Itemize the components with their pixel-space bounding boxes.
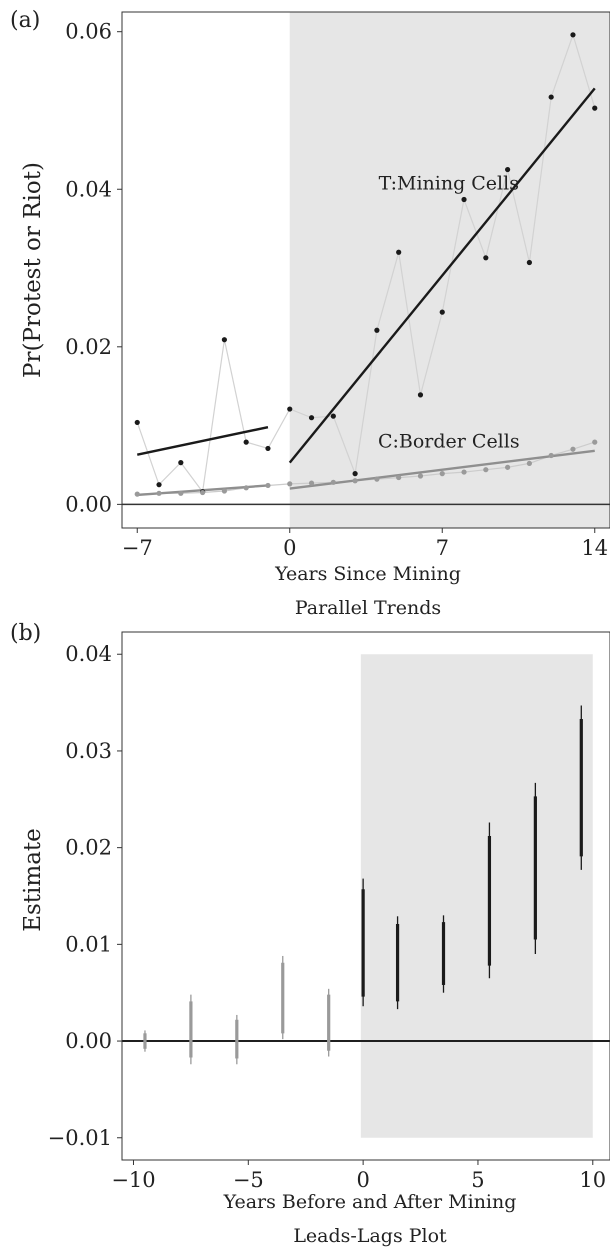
data-point-border (243, 485, 249, 491)
y-tick-label: 0.00 (65, 492, 112, 516)
x-tick-label: 14 (581, 536, 608, 560)
data-point-mining (483, 255, 489, 261)
y-tick-label: 0.01 (65, 932, 112, 956)
data-point-border (330, 479, 336, 485)
x-tick-label: −7 (122, 536, 153, 560)
data-point-border (417, 473, 424, 479)
panel-b-subcaption: Leads-Lags Plot (293, 1225, 447, 1247)
panel-b-post-mining-shading (360, 654, 593, 1138)
data-point-mining (570, 32, 576, 38)
panel-b-x-axis: −10 −5 0 5 10 (111, 1160, 606, 1192)
data-point-mining (221, 337, 227, 343)
panel-a-data-points (134, 32, 598, 497)
y-tick-label: −0.01 (48, 1126, 112, 1150)
x-tick-label: 10 (579, 1168, 606, 1192)
trend-line-border-post (289, 449, 595, 490)
data-point-border (374, 476, 380, 482)
annotation-mining-cells: T:Mining Cells (379, 172, 519, 194)
panel-a-y-axis-title: Pr(Protest or Riot) (20, 162, 46, 378)
x-tick-label: 0 (283, 536, 296, 560)
panel-b-leads-lags: (b) −0.010.000.010.020.030.04 −10 −5 0 5 10 … (10, 621, 610, 1247)
y-tick-label: 0.04 (65, 642, 112, 666)
panel-a-plot-frame (121, 11, 610, 529)
data-point-mining (526, 259, 532, 266)
data-point-border (505, 464, 511, 470)
panel-a-y-axis: 0.00 0.02 0.04 0.06 (65, 20, 122, 516)
panel-a-label: (a) (10, 8, 40, 33)
y-tick-label: 0.02 (65, 335, 112, 359)
data-point-mining (178, 460, 184, 466)
data-point-border (156, 490, 162, 496)
series-connector-mining (136, 32, 596, 494)
y-tick-label: 0.04 (65, 177, 112, 201)
data-point-mining (417, 392, 424, 398)
data-point-mining (330, 413, 336, 419)
data-point-mining (505, 166, 511, 173)
y-tick-label: 0.00 (65, 1029, 112, 1053)
trend-line-mining-post (288, 87, 596, 464)
y-tick-label: 0.02 (65, 836, 112, 860)
data-point-mining (308, 415, 315, 421)
data-point-border (570, 446, 576, 452)
data-point-mining (592, 105, 598, 111)
panel-a-x-axis-title: Years Since Mining (274, 563, 461, 585)
data-point-border (461, 469, 467, 475)
data-point-mining (287, 406, 293, 412)
x-tick-label: −10 (111, 1168, 155, 1192)
x-tick-label: 5 (471, 1168, 484, 1192)
panel-b-label: (b) (10, 621, 41, 646)
y-tick-label: 0.03 (65, 739, 112, 763)
data-point-border (526, 460, 532, 467)
data-point-border (178, 490, 184, 496)
data-point-mining (374, 327, 380, 333)
trend-line-mining-pre (137, 425, 269, 456)
panel-b-estimates (143, 705, 583, 1065)
data-point-border (287, 481, 293, 487)
panel-a-x-axis: −7 0 7 14 (122, 528, 608, 560)
data-point-border (548, 452, 554, 459)
data-point-mining (134, 419, 140, 426)
data-point-mining (461, 196, 467, 203)
data-point-border (308, 480, 315, 486)
data-point-mining (439, 309, 445, 315)
data-point-border (352, 478, 358, 484)
data-point-border (483, 467, 489, 473)
data-point-mining (396, 249, 402, 255)
x-tick-label: −5 (233, 1168, 264, 1192)
data-point-mining (243, 439, 249, 445)
y-tick-label: 0.06 (65, 20, 112, 44)
data-point-border (592, 439, 598, 445)
data-point-border (200, 489, 206, 496)
x-tick-label: 0 (356, 1168, 369, 1192)
data-point-mining (352, 471, 358, 477)
data-point-mining (265, 445, 271, 452)
panel-a-parallel-trends: (a) 0.00 0.02 0.04 0.06 −7 0 7 14 T:Mining Cel… (10, 8, 610, 619)
panel-b-y-axis-title: Estimate (20, 828, 46, 932)
panel-a-subcaption: Parallel Trends (295, 597, 441, 619)
x-tick-label: 7 (436, 536, 449, 560)
data-point-border (134, 491, 140, 497)
panel-b-x-axis-title: Years Before and After Mining (223, 1191, 517, 1213)
data-point-border (221, 488, 227, 494)
data-point-border (396, 474, 402, 481)
panel-b-y-axis: −0.01 0.00 0.01 0.02 0.03 0.04 (48, 642, 122, 1150)
data-point-border (439, 471, 445, 477)
data-point-mining (548, 94, 554, 100)
data-point-mining (156, 482, 162, 488)
annotation-border-cells: C:Border Cells (378, 431, 520, 453)
panel-b-plot-frame (121, 631, 610, 1161)
data-point-border (265, 482, 271, 489)
